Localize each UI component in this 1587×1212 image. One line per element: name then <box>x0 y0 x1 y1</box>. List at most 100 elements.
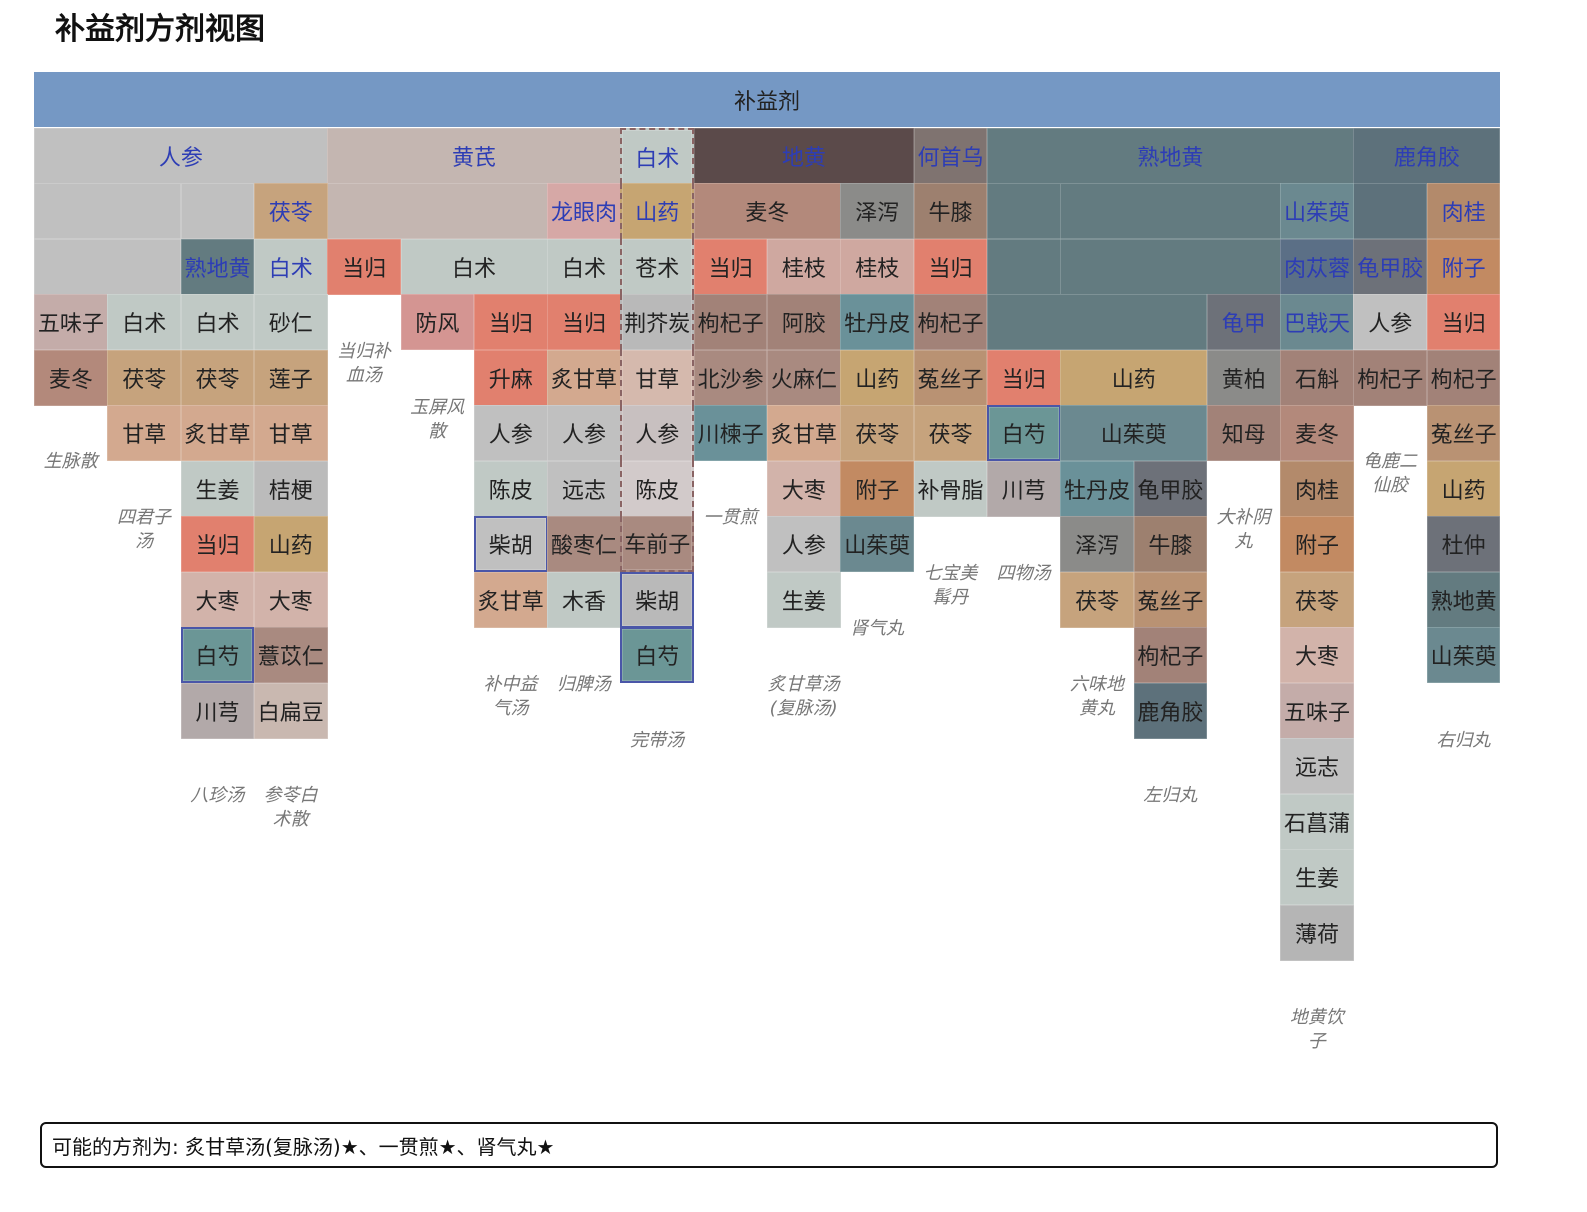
herb-cell[interactable]: 茯苓 <box>1280 571 1354 628</box>
herb-cell[interactable]: 牡丹皮 <box>1060 460 1134 517</box>
herb-cell[interactable]: 白芍 <box>180 627 255 683</box>
herb-cell[interactable]: 砂仁 <box>253 294 328 350</box>
herb-cell[interactable]: 白扁豆 <box>253 682 328 739</box>
herb-cell[interactable]: 茯苓 <box>1060 571 1134 628</box>
herb-cell[interactable]: 五味子 <box>34 294 108 350</box>
herb-cell[interactable]: 大枣 <box>180 571 255 628</box>
herb-cell[interactable]: 山药 <box>840 349 915 406</box>
herb-cell[interactable]: 茯苓 <box>913 405 988 461</box>
herb-cell[interactable]: 薏苡仁 <box>253 627 328 683</box>
herb-cell[interactable]: 人参 <box>620 405 695 461</box>
herb-cell[interactable]: 当归 <box>1426 294 1501 350</box>
herb-cell[interactable]: 山茱萸 <box>1426 627 1501 683</box>
herb-cell[interactable]: 熟地黄 <box>1426 571 1501 628</box>
herb-cell[interactable]: 当归 <box>693 238 768 295</box>
herb-cell[interactable]: 桂枝 <box>767 238 841 295</box>
herb-cell[interactable]: 川楝子 <box>693 405 768 461</box>
herb-cell[interactable]: 白术 <box>620 127 695 184</box>
herb-cell[interactable]: 石菖蒲 <box>1280 793 1354 850</box>
herb-cell[interactable]: 荆芥炭 <box>620 294 695 350</box>
herb-cell[interactable]: 陈皮 <box>620 460 695 517</box>
herb-cell[interactable]: 肉苁蓉 <box>1280 238 1354 295</box>
herb-cell[interactable]: 菟丝子 <box>1133 571 1208 628</box>
herb-cell[interactable]: 麦冬 <box>693 183 841 239</box>
herb-cell[interactable]: 甘草 <box>107 405 182 461</box>
herb-cell[interactable]: 山药 <box>253 516 328 572</box>
herb-cell[interactable]: 柴胡 <box>620 571 695 628</box>
herb-cell[interactable]: 远志 <box>547 460 621 517</box>
herb-cell[interactable]: 人参 <box>473 405 548 461</box>
herb-cell[interactable]: 炙甘草 <box>473 571 548 628</box>
herb-cell[interactable]: 熟地黄 <box>986 127 1354 184</box>
herb-cell[interactable]: 地黄 <box>693 127 915 184</box>
herb-cell[interactable]: 当归 <box>913 238 988 295</box>
herb-cell[interactable]: 黄芪 <box>327 127 621 184</box>
herb-cell[interactable]: 桔梗 <box>253 460 328 517</box>
herb-cell[interactable]: 白术 <box>547 238 621 295</box>
herb-cell[interactable]: 石斛 <box>1280 349 1354 406</box>
herb-cell[interactable]: 白术 <box>253 238 328 295</box>
herb-cell[interactable]: 牡丹皮 <box>840 294 915 350</box>
herb-cell[interactable]: 大枣 <box>253 571 328 628</box>
herb-cell[interactable]: 巴戟天 <box>1280 294 1354 350</box>
herb-cell[interactable]: 泽泻 <box>840 183 915 239</box>
herb-cell[interactable]: 炙甘草 <box>767 405 841 461</box>
herb-cell[interactable]: 当归 <box>327 238 401 295</box>
herb-cell[interactable]: 附子 <box>1426 238 1501 295</box>
herb-cell[interactable]: 生姜 <box>180 460 255 517</box>
herb-cell[interactable]: 牛膝 <box>1133 516 1208 572</box>
herb-cell[interactable]: 龟甲 <box>1206 294 1281 350</box>
herb-cell[interactable]: 鹿角胶 <box>1133 682 1208 739</box>
root-node[interactable]: 补益剂 <box>34 72 1500 127</box>
herb-cell[interactable]: 山茱萸 <box>1060 405 1208 461</box>
herb-cell[interactable]: 山药 <box>1060 349 1208 406</box>
herb-cell[interactable]: 白芍 <box>620 627 695 683</box>
herb-cell[interactable]: 茯苓 <box>253 183 328 239</box>
herb-cell[interactable]: 炙甘草 <box>180 405 255 461</box>
herb-cell[interactable]: 木香 <box>547 571 621 628</box>
herb-cell[interactable]: 白芍 <box>986 405 1061 461</box>
herb-cell[interactable]: 甘草 <box>253 405 328 461</box>
herb-cell[interactable]: 附子 <box>1280 516 1354 572</box>
herb-cell[interactable]: 附子 <box>840 460 915 517</box>
herb-cell[interactable]: 薄荷 <box>1280 904 1354 961</box>
herb-cell[interactable]: 龟甲胶 <box>1353 238 1428 295</box>
herb-cell[interactable]: 当归 <box>473 294 548 350</box>
herb-cell[interactable]: 枸杞子 <box>1133 627 1208 683</box>
herb-cell[interactable]: 火麻仁 <box>767 349 841 406</box>
herb-cell[interactable]: 茯苓 <box>107 349 182 406</box>
herb-cell[interactable]: 人参 <box>1353 294 1428 350</box>
herb-cell[interactable]: 大枣 <box>1280 627 1354 683</box>
herb-cell[interactable]: 北沙参 <box>693 349 768 406</box>
herb-cell[interactable]: 生姜 <box>767 571 841 628</box>
herb-cell[interactable]: 茯苓 <box>840 405 915 461</box>
herb-cell[interactable]: 枸杞子 <box>1426 349 1501 406</box>
herb-cell[interactable]: 当归 <box>547 294 621 350</box>
herb-cell[interactable]: 白术 <box>180 294 255 350</box>
herb-cell[interactable]: 桂枝 <box>840 238 915 295</box>
herb-cell[interactable]: 龟甲胶 <box>1133 460 1208 517</box>
herb-cell[interactable]: 川芎 <box>180 682 255 739</box>
herb-cell[interactable]: 陈皮 <box>473 460 548 517</box>
herb-cell[interactable]: 泽泻 <box>1060 516 1134 572</box>
herb-cell[interactable]: 菟丝子 <box>1426 405 1501 461</box>
herb-cell[interactable]: 山药 <box>1426 460 1501 517</box>
herb-cell[interactable]: 升麻 <box>473 349 548 406</box>
herb-cell[interactable]: 炙甘草 <box>547 349 621 406</box>
herb-cell[interactable]: 阿胶 <box>767 294 841 350</box>
herb-cell[interactable]: 熟地黄 <box>180 238 255 295</box>
herb-cell[interactable]: 人参 <box>34 127 328 184</box>
herb-cell[interactable]: 知母 <box>1206 405 1281 461</box>
herb-cell[interactable]: 生姜 <box>1280 849 1354 905</box>
herb-cell[interactable]: 枸杞子 <box>693 294 768 350</box>
herb-cell[interactable]: 麦冬 <box>1280 405 1354 461</box>
herb-cell[interactable]: 杜仲 <box>1426 516 1501 572</box>
herb-cell[interactable]: 五味子 <box>1280 682 1354 739</box>
herb-cell[interactable]: 补骨脂 <box>913 460 988 517</box>
herb-cell[interactable]: 甘草 <box>620 349 695 406</box>
herb-cell[interactable]: 山药 <box>620 183 695 239</box>
herb-cell[interactable]: 人参 <box>547 405 621 461</box>
herb-cell[interactable]: 当归 <box>986 349 1061 406</box>
herb-cell[interactable]: 远志 <box>1280 738 1354 794</box>
herb-cell[interactable]: 龙眼肉 <box>547 183 621 239</box>
